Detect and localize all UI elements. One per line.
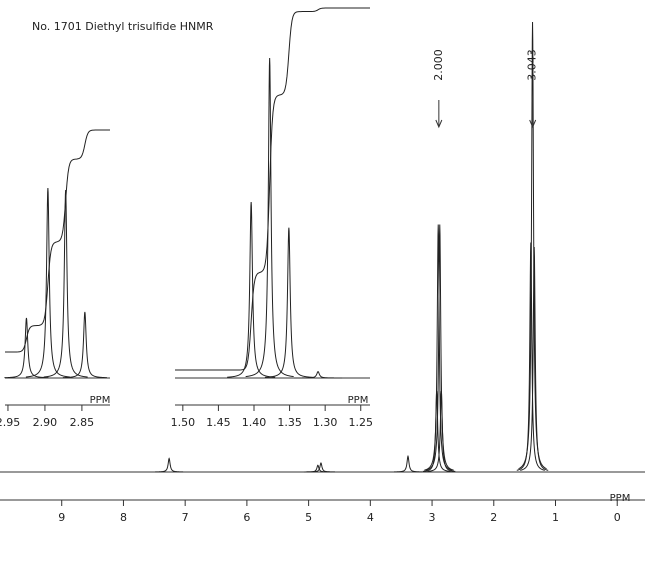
x-tick-label: 1.25 bbox=[348, 416, 373, 429]
arrow-head bbox=[435, 119, 443, 129]
x-tick-label: 2.90 bbox=[33, 416, 58, 429]
peak bbox=[424, 224, 453, 471]
integral-label: 3.043 bbox=[526, 49, 539, 81]
x-axis-label: PPM bbox=[610, 493, 631, 504]
x-tick-label: 3 bbox=[429, 511, 436, 524]
peak bbox=[43, 189, 88, 378]
x-axis-label: PPM bbox=[90, 395, 111, 406]
peak bbox=[516, 242, 545, 471]
x-tick-label: 2.85 bbox=[70, 416, 95, 429]
peak bbox=[294, 371, 343, 379]
x-tick-label: 5 bbox=[305, 511, 312, 524]
x-tick-label: 2.95 bbox=[0, 416, 20, 429]
x-tick-label: 6 bbox=[243, 511, 250, 524]
x-tick-label: 0 bbox=[614, 511, 621, 524]
peak bbox=[306, 462, 335, 473]
peak bbox=[520, 246, 549, 471]
peak bbox=[155, 457, 184, 473]
x-tick-label: 7 bbox=[182, 511, 189, 524]
peak bbox=[25, 187, 70, 378]
peak bbox=[245, 57, 294, 378]
x-tick-label: 1.40 bbox=[242, 416, 267, 429]
peak bbox=[264, 227, 313, 378]
peak bbox=[425, 224, 454, 471]
integral-label: 2.000 bbox=[432, 49, 445, 81]
x-tick-label: 1 bbox=[552, 511, 559, 524]
integral-curve bbox=[5, 129, 110, 353]
x-tick-label: 8 bbox=[120, 511, 127, 524]
peak bbox=[518, 21, 547, 470]
peak bbox=[393, 454, 423, 473]
peak bbox=[4, 317, 49, 379]
arrow-head bbox=[529, 119, 537, 129]
x-tick-label: 1.45 bbox=[206, 416, 231, 429]
x-tick-label: 1.30 bbox=[313, 416, 338, 429]
peak bbox=[227, 201, 276, 378]
integral-curve bbox=[175, 7, 370, 371]
x-tick-label: 9 bbox=[58, 511, 65, 524]
x-tick-label: 2 bbox=[490, 511, 497, 524]
peak bbox=[62, 311, 107, 379]
x-tick-label: 1.50 bbox=[171, 416, 196, 429]
x-axis-label: PPM bbox=[348, 395, 369, 406]
title: No. 1701 Diethyl trisulfide HNMR bbox=[32, 20, 214, 33]
x-tick-label: 1.35 bbox=[277, 416, 302, 429]
x-tick-label: 4 bbox=[367, 511, 374, 524]
peak bbox=[427, 390, 456, 472]
